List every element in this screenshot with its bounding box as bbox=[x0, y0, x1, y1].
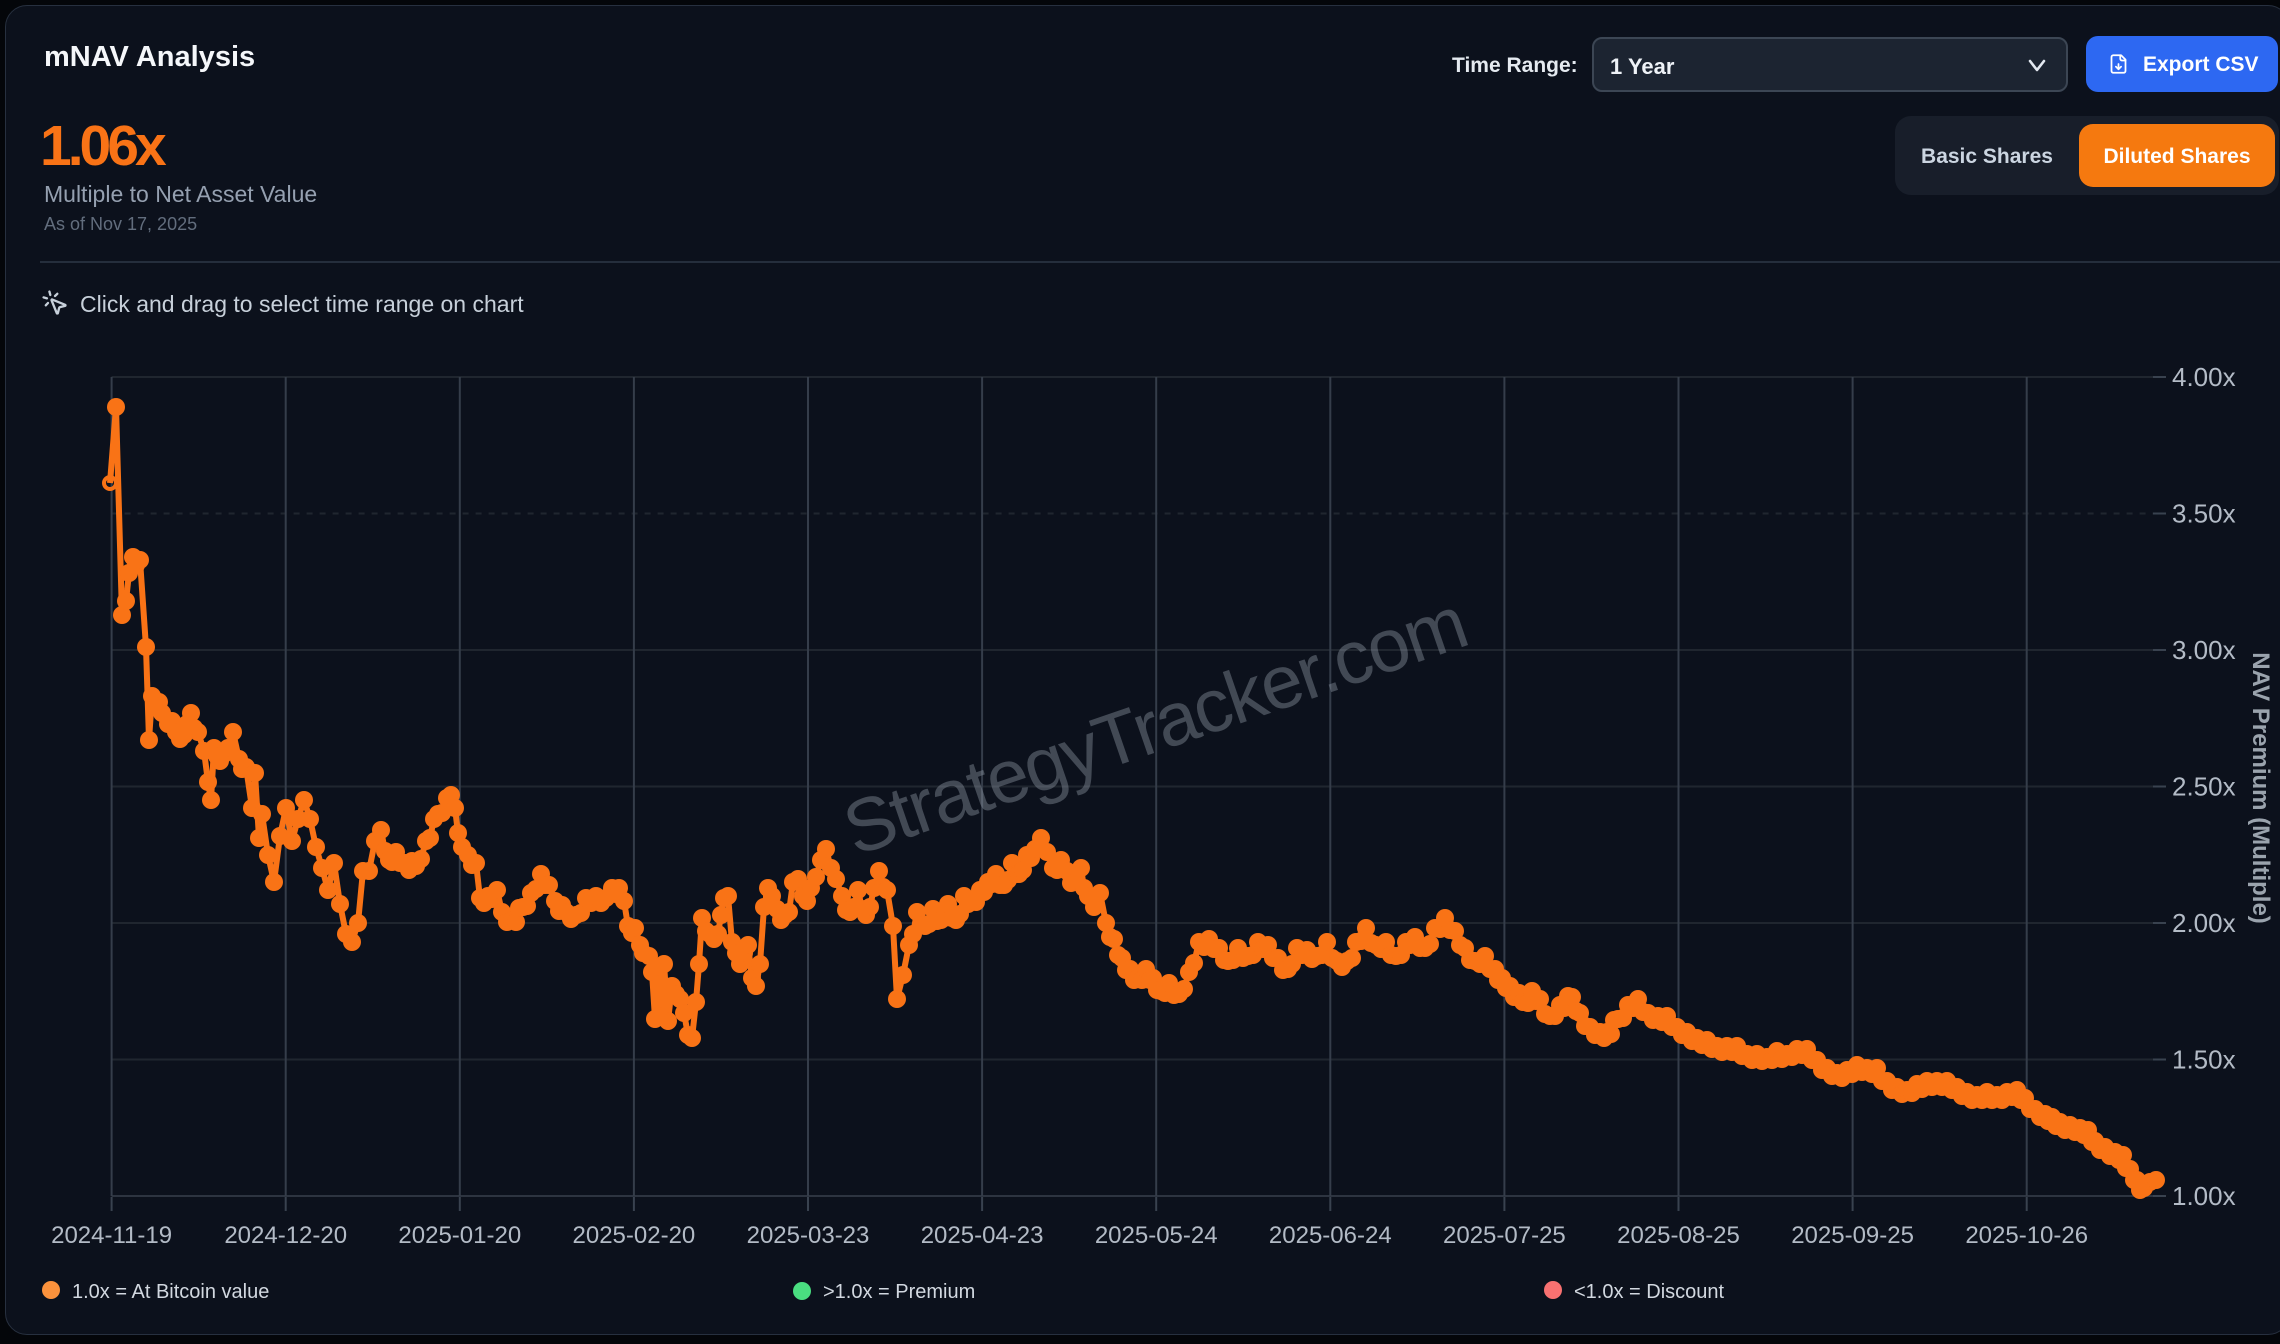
svg-text:StrategyTracker.com: StrategyTracker.com bbox=[833, 580, 1476, 871]
svg-text:2024-11-19: 2024-11-19 bbox=[51, 1222, 172, 1249]
svg-text:2025-06-24: 2025-06-24 bbox=[1269, 1222, 1392, 1249]
svg-text:NAV Premium (Multiple): NAV Premium (Multiple) bbox=[2247, 652, 2274, 924]
svg-text:2025-07-25: 2025-07-25 bbox=[1443, 1222, 1566, 1249]
svg-text:2025-03-23: 2025-03-23 bbox=[747, 1222, 870, 1249]
svg-text:3.00x: 3.00x bbox=[2172, 635, 2236, 665]
svg-text:3.50x: 3.50x bbox=[2172, 499, 2236, 529]
svg-text:2.00x: 2.00x bbox=[2172, 908, 2236, 938]
svg-text:2025-01-20: 2025-01-20 bbox=[398, 1222, 521, 1249]
svg-text:4.00x: 4.00x bbox=[2172, 362, 2236, 392]
svg-text:2025-10-26: 2025-10-26 bbox=[1965, 1222, 2088, 1249]
svg-text:2025-09-25: 2025-09-25 bbox=[1791, 1222, 1914, 1249]
svg-text:2025-04-23: 2025-04-23 bbox=[921, 1222, 1044, 1249]
svg-text:1.00x: 1.00x bbox=[2172, 1181, 2236, 1211]
svg-text:2.50x: 2.50x bbox=[2172, 772, 2236, 802]
svg-text:2025-02-20: 2025-02-20 bbox=[573, 1222, 696, 1249]
svg-text:2024-12-20: 2024-12-20 bbox=[224, 1222, 347, 1249]
svg-text:1.50x: 1.50x bbox=[2172, 1045, 2236, 1075]
svg-text:2025-05-24: 2025-05-24 bbox=[1095, 1222, 1218, 1249]
svg-text:2025-08-25: 2025-08-25 bbox=[1617, 1222, 1740, 1249]
